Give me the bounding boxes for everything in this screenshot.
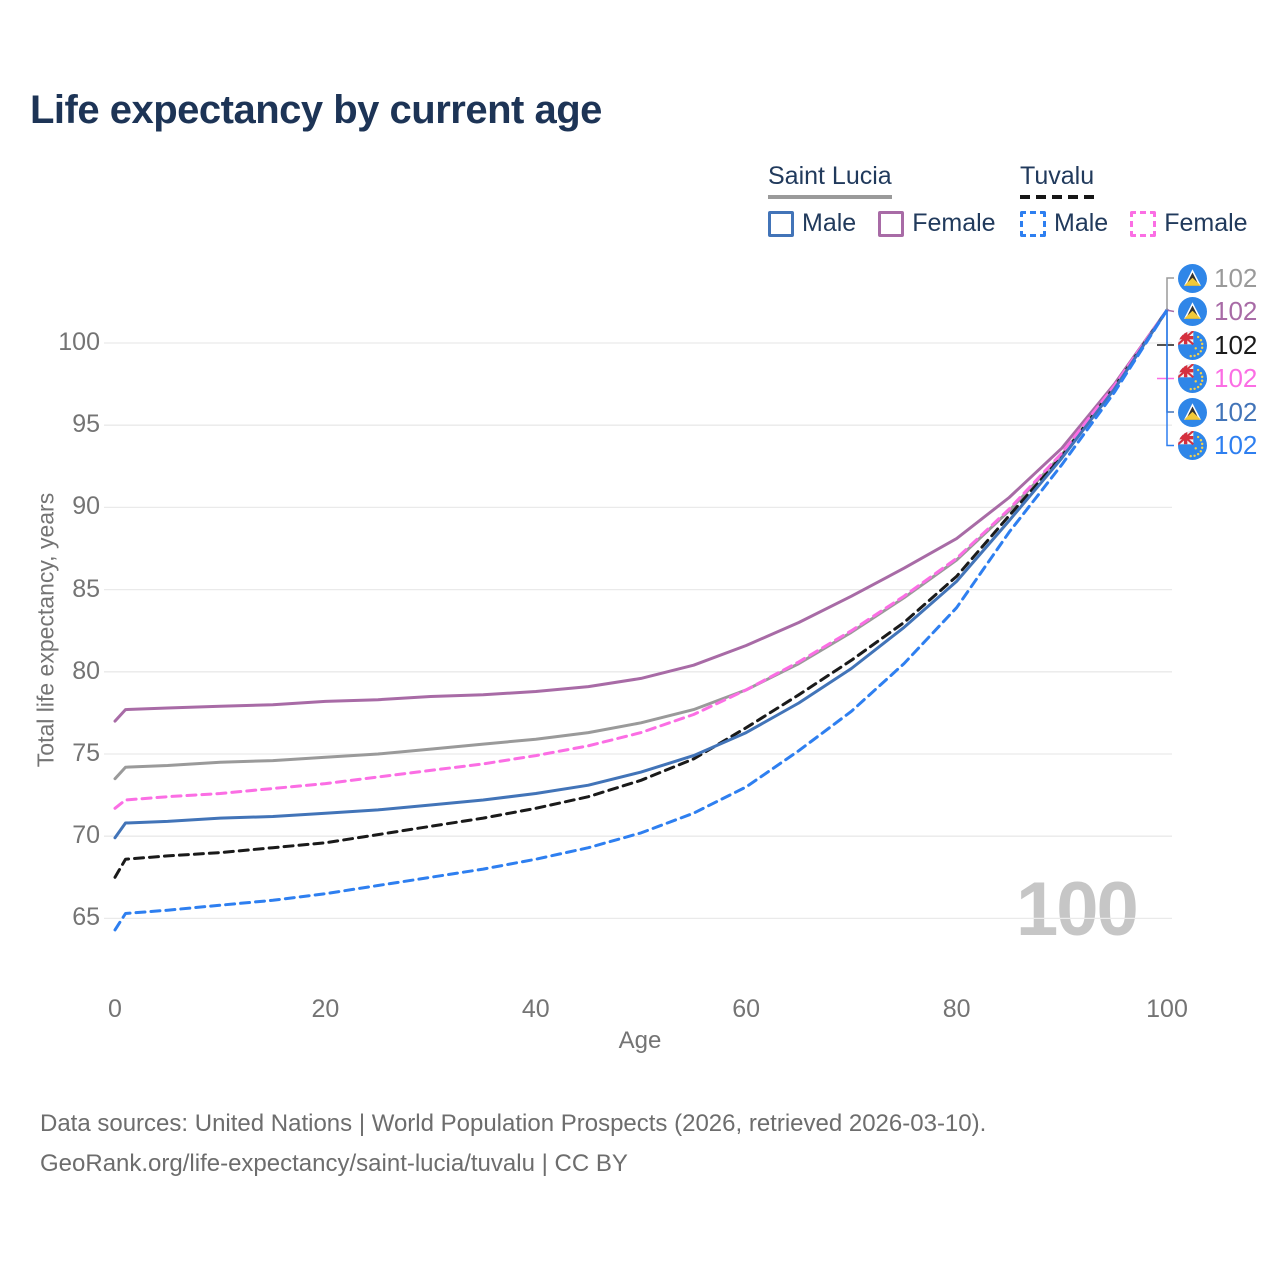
legend-item-tuvalu-male[interactable]: Male <box>1020 209 1108 238</box>
series-line-tuvalu-total[interactable] <box>113 308 1169 879</box>
legend-label-saint-lucia-male: Male <box>802 209 857 237</box>
legend-group-tuvalu: Tuvalu Male Female <box>1020 162 1248 238</box>
leader-line-saint-lucia-female <box>1166 309 1175 313</box>
saint-lucia-female-swatch-icon <box>878 210 905 237</box>
series-line-tuvalu-female[interactable] <box>113 308 1169 810</box>
legend-item-saint-lucia-female[interactable]: Female <box>878 209 996 238</box>
legend-group-saint-lucia: Saint Lucia Male Female <box>768 162 996 238</box>
legend-country-saint-lucia[interactable]: Saint Lucia <box>768 162 892 190</box>
legend-label-tuvalu-female: Female <box>1164 209 1248 237</box>
footer-attribution: GeoRank.org/life-expectancy/saint-lucia/… <box>40 1150 628 1177</box>
footer-data-sources: Data sources: United Nations | World Pop… <box>40 1110 987 1137</box>
leader-line-saint-lucia-total <box>1166 277 1174 311</box>
tuvalu-male-swatch-icon <box>1020 210 1046 237</box>
legend-label-saint-lucia-female: Female <box>912 209 996 237</box>
legend-label-tuvalu-male: Male <box>1054 209 1109 237</box>
legend-underline-saint-lucia <box>768 195 892 199</box>
saint-lucia-male-swatch-icon <box>768 210 794 237</box>
series-line-saint-lucia-female[interactable] <box>113 308 1169 723</box>
plot-area[interactable] <box>104 280 1172 986</box>
series-line-saint-lucia-male[interactable] <box>113 308 1169 840</box>
leader-line-tuvalu-male <box>1166 310 1174 447</box>
page-title: Life expectancy by current age <box>30 88 602 132</box>
legend-country-tuvalu[interactable]: Tuvalu <box>1020 162 1095 190</box>
age-cursor-watermark: 100 <box>1016 866 1139 953</box>
tuvalu-female-swatch-icon <box>1130 210 1157 237</box>
legend-underline-tuvalu <box>1020 195 1095 199</box>
legend-item-saint-lucia-male[interactable]: Male <box>768 209 856 238</box>
legend-item-tuvalu-female[interactable]: Female <box>1130 209 1248 238</box>
series-line-tuvalu-male[interactable] <box>113 308 1169 932</box>
